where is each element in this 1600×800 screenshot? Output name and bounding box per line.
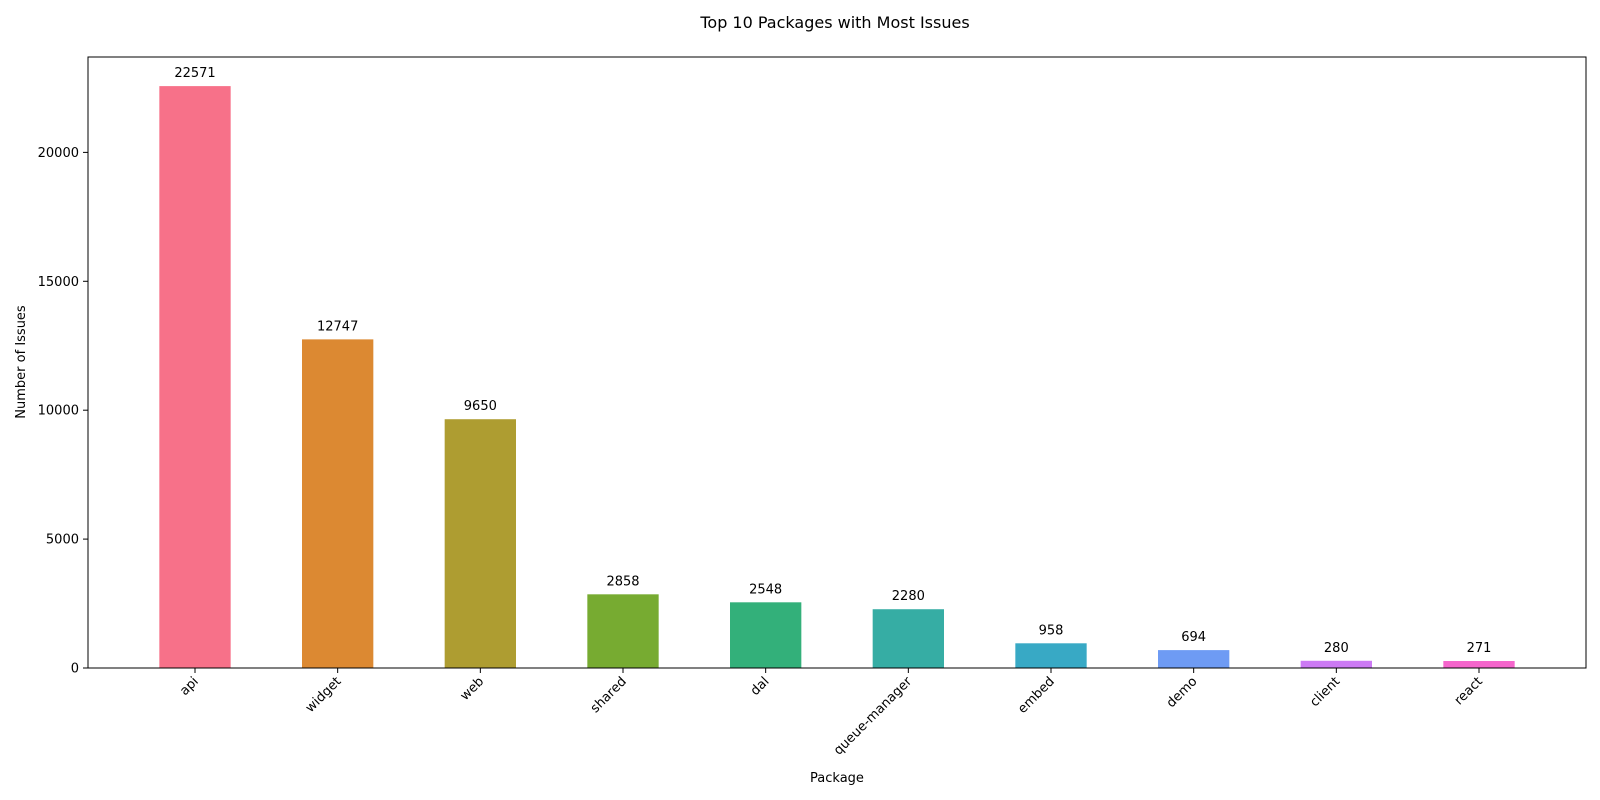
- x-tick-label: embed: [1015, 674, 1058, 717]
- data-label: 22571: [174, 66, 215, 81]
- bar-web: [444, 419, 516, 668]
- x-tick-label: react: [1452, 674, 1486, 708]
- data-label: 271: [1467, 641, 1492, 656]
- y-axis-label: Number of Issues: [14, 305, 29, 419]
- x-tick-label: queue-manager: [831, 674, 916, 759]
- bar-dal: [730, 602, 802, 668]
- data-label: 9650: [464, 399, 497, 414]
- y-tick-label: 20000: [38, 146, 79, 161]
- x-tick-label: client: [1307, 674, 1343, 710]
- x-axis-label: Package: [810, 771, 864, 786]
- plot-area: 0 5000 10000 15000 20000 22571 api 12747 widget 9…: [38, 66, 1515, 758]
- y-tick-label: 0: [71, 662, 79, 677]
- x-tick-label: dal: [748, 674, 773, 699]
- x-tick-label: shared: [588, 674, 630, 716]
- data-label: 694: [1181, 630, 1206, 645]
- y-tick-label: 15000: [38, 275, 79, 290]
- x-tick-label: widget: [303, 674, 345, 716]
- data-label: 2858: [606, 574, 639, 589]
- bar-widget: [302, 339, 374, 668]
- y-tick-label: 10000: [38, 404, 79, 419]
- data-label: 280: [1324, 641, 1349, 656]
- bar-queue-manager: [872, 609, 944, 668]
- y-tick-label: 5000: [46, 533, 79, 548]
- data-label: 958: [1039, 623, 1064, 638]
- bar-react: [1443, 661, 1515, 668]
- bar-client: [1300, 660, 1372, 668]
- plot-frame: [87, 56, 1587, 669]
- chart-title: Top 10 Packages with Most Issues: [699, 13, 969, 32]
- x-tick-label: web: [458, 674, 488, 704]
- x-tick-label: demo: [1164, 674, 1201, 711]
- bar-demo: [1158, 650, 1230, 668]
- data-label: 2280: [892, 589, 925, 604]
- data-label: 2548: [749, 582, 782, 597]
- bar-api: [159, 86, 231, 669]
- bar-embed: [1015, 643, 1087, 668]
- data-label: 12747: [317, 319, 358, 334]
- x-tick-label: api: [177, 674, 202, 699]
- bar-shared: [587, 594, 659, 668]
